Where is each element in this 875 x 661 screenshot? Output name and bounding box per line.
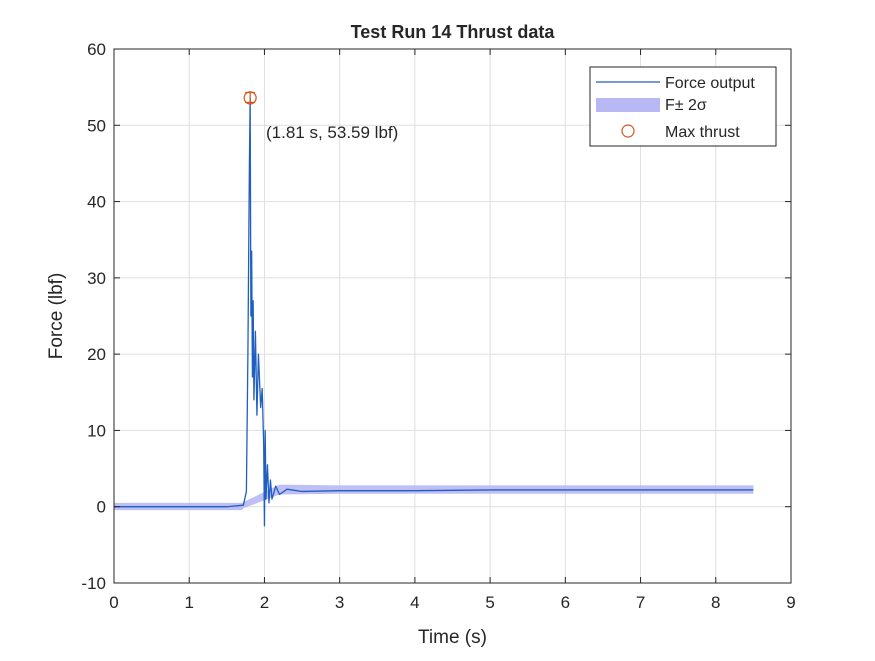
x-tick-label: 9 — [786, 593, 795, 612]
chart-title: Test Run 14 Thrust data — [351, 22, 556, 42]
x-tick-label: 3 — [335, 593, 344, 612]
y-tick-label: 10 — [87, 421, 106, 440]
x-tick-label: 5 — [485, 593, 494, 612]
y-tick-label: 30 — [87, 269, 106, 288]
y-tick-label: -10 — [81, 574, 106, 593]
legend-swatch-band — [596, 98, 660, 112]
max-thrust-marker — [243, 91, 257, 105]
y-axis-label: Force (lbf) — [46, 273, 67, 360]
x-tick-label: 2 — [260, 593, 269, 612]
x-tick-label: 4 — [410, 593, 419, 612]
legend-label-max-thrust: Max thrust — [665, 124, 740, 141]
y-tick-label: 40 — [87, 193, 106, 212]
legend: Force output F± 2σ Max thrust — [589, 66, 777, 147]
y-tick-label: 0 — [97, 498, 106, 517]
force-output-line — [114, 97, 754, 527]
series-layer — [114, 97, 754, 527]
x-axis-label: Time (s) — [418, 627, 487, 648]
y-tick-label: 50 — [87, 116, 106, 135]
legend-label-force-output: Force output — [665, 75, 755, 92]
x-tick-label: 0 — [109, 593, 118, 612]
y-tick-label: 20 — [87, 345, 106, 364]
max-thrust-annotation: (1.81 s, 53.59 lbf) — [266, 123, 398, 142]
x-tick-label: 8 — [711, 593, 720, 612]
marker-layer — [243, 91, 257, 105]
legend-swatch-max-thrust — [621, 124, 635, 138]
x-tick-label: 6 — [561, 593, 570, 612]
y-tick-label: 60 — [87, 40, 106, 59]
x-tick-label: 7 — [636, 593, 645, 612]
axes-box — [113, 48, 792, 584]
x-tick-label: 1 — [184, 593, 193, 612]
legend-label-band: F± 2σ — [665, 97, 707, 114]
